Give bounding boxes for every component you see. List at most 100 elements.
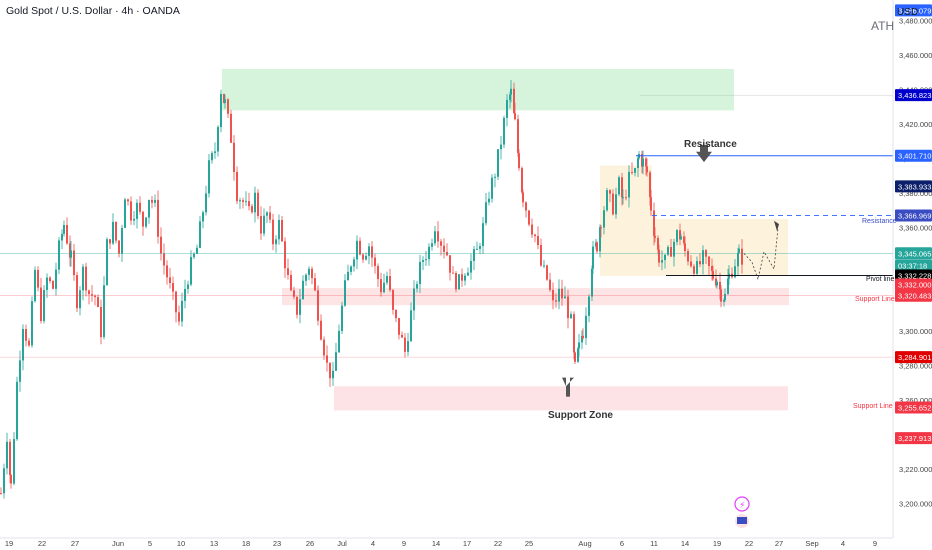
- candle-body: [6, 441, 8, 469]
- price-tick-label: 3,460.000: [899, 51, 932, 60]
- candle-body: [341, 305, 343, 331]
- candle-body: [100, 307, 102, 338]
- candle-body: [208, 160, 210, 194]
- candle-body: [317, 290, 319, 321]
- candle-body: [581, 335, 583, 343]
- price-tick-label: 3,480.000: [899, 17, 932, 26]
- candle-body: [223, 93, 225, 103]
- candle-body: [657, 237, 659, 250]
- candle-body: [148, 199, 150, 218]
- candle-body: [514, 113, 516, 120]
- candle-body: [570, 314, 572, 319]
- candle-body: [172, 283, 174, 292]
- candle-body: [190, 257, 192, 285]
- candle-body: [552, 289, 554, 301]
- candle-body: [299, 299, 301, 315]
- candle-body: [151, 199, 153, 203]
- candle-body: [118, 240, 120, 254]
- candle-body: [683, 236, 685, 244]
- candle-body: [609, 190, 611, 194]
- candle-body: [485, 202, 487, 224]
- price-tick-label: 3,220.000: [899, 465, 932, 474]
- price-tick-label: 3,300.000: [899, 327, 932, 336]
- time-tick-label: 22: [745, 539, 753, 548]
- candle-body: [70, 250, 72, 258]
- candle-body: [684, 243, 686, 252]
- candle-body: [558, 288, 560, 302]
- projection-arrowhead: [774, 220, 779, 232]
- price-tick-label: 3,380.000: [899, 189, 932, 198]
- pivot-line-label: Pivot line: [866, 276, 895, 283]
- candle-body: [338, 330, 340, 353]
- down-arrow-icon: [696, 144, 712, 163]
- candle-body: [281, 219, 283, 242]
- candle-body: [479, 246, 481, 249]
- candle-body: [592, 246, 594, 269]
- candle-body: [236, 171, 238, 202]
- candle-body: [257, 192, 259, 216]
- time-tick-label: 11: [650, 539, 658, 548]
- candle-body: [31, 301, 33, 346]
- candle-body: [425, 259, 427, 261]
- candle-body: [654, 235, 656, 238]
- candle-body: [540, 245, 542, 266]
- time-axis[interactable]: 19 22 27 Jun 5 10 13 18 23 26 Jul 4 9 14 17 22 25 Aug 6 11 1…: [0, 537, 893, 548]
- candle-body: [549, 279, 551, 290]
- candle-body: [251, 206, 253, 213]
- candle-body: [139, 202, 141, 212]
- support-line-label-1: Support Line: [855, 296, 895, 303]
- candle-body: [555, 300, 557, 302]
- candle-body: [91, 294, 93, 296]
- candle-body: [380, 279, 382, 293]
- candle-body: [82, 266, 84, 291]
- candle-body: [85, 266, 87, 291]
- candle-body: [600, 227, 602, 229]
- candle-body: [543, 265, 545, 267]
- candle-body: [34, 269, 36, 302]
- price-tag: [895, 289, 932, 302]
- candle-body: [407, 341, 409, 352]
- candle-body: [335, 352, 337, 371]
- candle-body: [239, 200, 241, 202]
- candle-body: [578, 342, 580, 349]
- candle-body: [467, 272, 469, 276]
- candle-body: [278, 219, 280, 240]
- price-tag: [895, 432, 932, 445]
- candle-body: [525, 202, 527, 211]
- price-axis[interactable]: 3,480.0003,460.0003,440.0003,420.0003,40…: [892, 0, 932, 550]
- level-lines: [0, 94, 893, 358]
- time-tick-label: Sep: [805, 539, 818, 548]
- candle-body: [356, 240, 358, 260]
- time-tick-label: 19: [5, 539, 13, 548]
- candle-body: [720, 289, 722, 302]
- time-tick-label: 10: [177, 539, 185, 548]
- candle-body: [618, 177, 620, 195]
- resistance-label: Resistance: [684, 139, 737, 150]
- candle-body: [410, 310, 412, 342]
- candle-body: [440, 241, 442, 246]
- candle-body: [603, 210, 605, 228]
- time-tick-label: Jul: [337, 539, 347, 548]
- candle-body: [461, 274, 463, 281]
- candle-body: [449, 255, 451, 273]
- candle-body: [217, 126, 219, 152]
- candle-body: [680, 236, 682, 240]
- candle-body: [211, 152, 213, 161]
- candle-body: [741, 248, 743, 265]
- candle-body: [178, 312, 180, 322]
- candle-body: [377, 266, 379, 280]
- candle-body: [284, 241, 286, 269]
- candle-body: [43, 289, 45, 322]
- candle-body: [368, 246, 370, 256]
- currency-label[interactable]: USD: [897, 7, 919, 18]
- candle-body: [585, 315, 587, 339]
- price-tag: [895, 180, 932, 193]
- time-tick-label: 14: [681, 539, 689, 548]
- candle-body: [227, 99, 229, 114]
- price-tag-label: 3,486.079: [898, 6, 931, 15]
- candle-body: [308, 268, 310, 275]
- candle-body: [634, 168, 636, 173]
- candle-body: [242, 200, 244, 202]
- candle-body: [464, 275, 466, 281]
